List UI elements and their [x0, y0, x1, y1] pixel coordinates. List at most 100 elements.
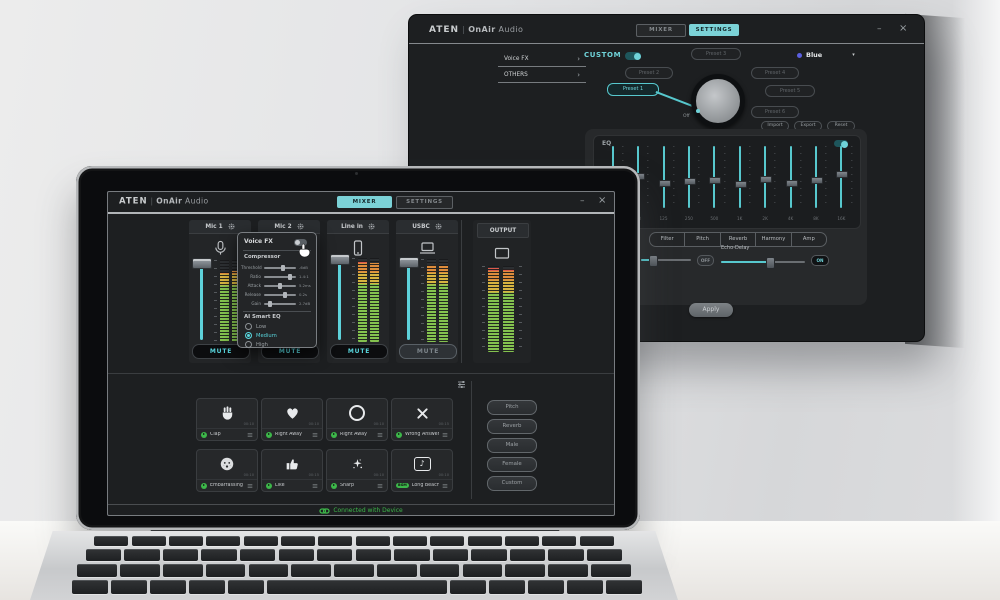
param-handle[interactable] — [278, 282, 283, 289]
param-slider[interactable] — [264, 282, 296, 289]
apply-button[interactable]: Apply — [689, 303, 733, 317]
tab-mixer[interactable]: MIXER — [337, 196, 392, 208]
preset-knob[interactable] — [691, 74, 745, 128]
fx-tab[interactable]: Harmony — [755, 233, 790, 246]
ai-eq-option[interactable]: Medium — [245, 331, 277, 340]
param-handle[interactable] — [280, 264, 285, 271]
minimize-button[interactable]: – — [580, 196, 585, 206]
eq-toggle[interactable] — [834, 140, 848, 148]
eq-slider-handle[interactable] — [785, 180, 798, 188]
slider-handle[interactable] — [649, 255, 658, 267]
soundpad-right-away-heart[interactable]: 00:10 Right Away — [261, 398, 323, 441]
eq-slider-handle[interactable] — [709, 177, 722, 184]
preset-button-6[interactable]: Preset 6 — [751, 106, 799, 118]
sidebar-item[interactable]: Voice FX › — [498, 51, 586, 67]
radio-icon[interactable] — [245, 332, 252, 339]
tab-settings[interactable]: SETTINGS — [396, 196, 453, 209]
slider-handle[interactable] — [765, 257, 775, 269]
fx-button-male[interactable]: Male — [487, 438, 537, 453]
gear-icon[interactable] — [297, 223, 304, 230]
eq-band-slider[interactable]: 16K — [828, 146, 855, 221]
param-handle[interactable] — [288, 273, 293, 280]
sidebar-item[interactable]: OTHERS › — [498, 67, 586, 83]
param-slider[interactable] — [264, 291, 296, 298]
pad-settings-icon[interactable] — [457, 380, 466, 389]
param-handle[interactable] — [267, 300, 272, 307]
param-handle[interactable] — [283, 291, 288, 298]
eq-band-slider[interactable]: 8K — [803, 146, 829, 221]
radio-icon[interactable] — [245, 323, 252, 330]
eq-slider-handle[interactable] — [836, 170, 849, 178]
param-slider[interactable] — [264, 264, 296, 271]
fx-tab[interactable]: Reverb — [719, 233, 755, 246]
soundpad-like[interactable]: 00:15 Like — [261, 449, 323, 492]
eq-band-slider[interactable]: 4K — [777, 146, 804, 221]
close-button[interactable]: × — [899, 23, 908, 34]
tab-mixer[interactable]: MIXER — [636, 24, 686, 37]
custom-toggle[interactable] — [625, 52, 641, 60]
voicefx-toggle[interactable] — [294, 239, 307, 246]
soundpad-sharp[interactable]: 00:10 Sharp — [326, 449, 388, 492]
pad-edit-icon[interactable] — [247, 432, 253, 438]
preset-button-1-active[interactable]: Preset 1 — [607, 83, 659, 96]
eq-slider-handle[interactable] — [683, 178, 696, 186]
pad-edit-icon[interactable] — [312, 432, 318, 438]
play-badge — [201, 482, 207, 489]
pad-edit-icon[interactable] — [377, 483, 383, 489]
fx-tab[interactable]: Filter — [660, 236, 674, 242]
fader-handle[interactable] — [330, 254, 350, 265]
preset-button-3[interactable]: Preset 3 — [691, 48, 741, 60]
fader-handle[interactable] — [399, 257, 419, 268]
eq-slider-handle[interactable] — [760, 175, 773, 183]
fx-button-female[interactable]: Female — [487, 457, 537, 472]
fx-button-custom[interactable]: Custom — [487, 476, 537, 491]
minimize-button[interactable]: – — [877, 24, 882, 34]
eq-band-slider[interactable]: 1K — [727, 146, 753, 221]
fx-tab[interactable]: Amp — [790, 233, 826, 246]
fx-button-reverb[interactable]: Reverb — [487, 419, 537, 434]
pad-edit-icon[interactable] — [442, 483, 448, 489]
level-meter-left — [427, 259, 436, 342]
soundpad-clap[interactable]: 00:10 Clap — [196, 398, 258, 441]
ai-eq-option[interactable]: Low — [245, 322, 277, 331]
gear-icon[interactable] — [368, 223, 375, 230]
echo-toggle-on[interactable]: ON — [811, 255, 829, 266]
param-slider[interactable] — [264, 300, 296, 307]
eq-band-label: 2K — [762, 216, 768, 221]
eq-slider-handle[interactable] — [734, 180, 747, 188]
fx-left-slider[interactable] — [641, 255, 691, 267]
eq-band-slider[interactable]: 250 — [676, 146, 702, 221]
ai-eq-option[interactable]: High — [245, 340, 277, 349]
pad-edit-icon[interactable] — [312, 483, 318, 489]
eq-slider-handle[interactable] — [658, 180, 671, 188]
tab-settings[interactable]: SETTINGS — [689, 24, 739, 36]
preset-button-2[interactable]: Preset 2 — [625, 67, 673, 79]
close-button[interactable]: × — [598, 195, 607, 206]
eq-band-slider[interactable]: 125 — [650, 146, 677, 221]
soundpad-right-away-circle[interactable]: 00:10 Right Away — [326, 398, 388, 441]
color-select[interactable]: Blue ▾ — [797, 51, 855, 59]
preset-button-4[interactable]: Preset 4 — [751, 67, 799, 79]
soundpad-wrong-answer[interactable]: 00:15 Wrong Answer — [391, 398, 453, 441]
gear-icon[interactable] — [435, 223, 442, 230]
radio-icon[interactable] — [245, 341, 252, 348]
fx-button-pitch[interactable]: Pitch — [487, 400, 537, 415]
eq-band-slider[interactable]: 2K — [752, 146, 778, 221]
fader-handle[interactable] — [192, 258, 212, 269]
param-slider[interactable] — [264, 273, 296, 280]
fx-tab[interactable]: Pitch — [684, 233, 719, 246]
gear-icon[interactable] — [228, 223, 235, 230]
pad-edit-icon[interactable] — [442, 432, 448, 438]
mute-button[interactable]: MUTE — [330, 344, 388, 359]
eq-slider-handle[interactable] — [810, 177, 823, 184]
fx-left-toggle[interactable]: OFF — [697, 255, 714, 266]
mute-button-disabled[interactable]: MUTE — [399, 344, 457, 359]
mute-button[interactable]: MUTE — [192, 344, 250, 359]
echo-delay-slider[interactable] — [721, 257, 805, 269]
pad-edit-icon[interactable] — [377, 432, 383, 438]
soundpad-embarrassing[interactable]: 00:10 Embarrassing — [196, 449, 258, 492]
preset-button-5[interactable]: Preset 5 — [765, 85, 815, 97]
eq-band-slider[interactable]: 500 — [701, 146, 728, 221]
pad-edit-icon[interactable] — [247, 483, 253, 489]
soundpad-long-beach[interactable]: ♪ 00:10 BGM Long Beach — [391, 449, 453, 492]
